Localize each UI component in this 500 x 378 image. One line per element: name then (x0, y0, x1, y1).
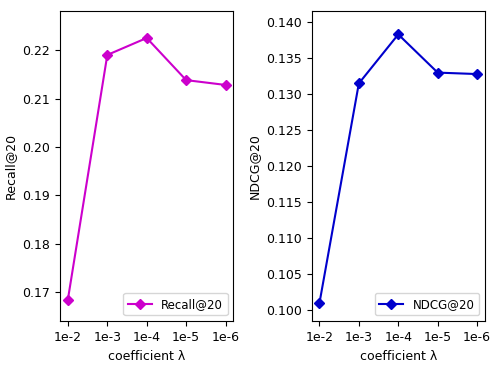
Y-axis label: NDCG@20: NDCG@20 (248, 133, 260, 199)
Legend: Recall@20: Recall@20 (123, 293, 228, 315)
NDCG@20 (396, 32, 402, 37)
NDCG@20 (434, 70, 440, 75)
Y-axis label: Recall@20: Recall@20 (4, 133, 17, 199)
X-axis label: coefficient λ: coefficient λ (108, 350, 186, 363)
Recall@20 (65, 297, 71, 302)
Recall@20 (144, 36, 150, 40)
Recall@20 (222, 83, 228, 87)
NDCG@20 (316, 301, 322, 305)
Line: Recall@20: Recall@20 (64, 34, 229, 303)
Legend: NDCG@20: NDCG@20 (374, 293, 479, 315)
Line: NDCG@20: NDCG@20 (316, 31, 480, 307)
Recall@20 (183, 78, 189, 82)
X-axis label: coefficient λ: coefficient λ (360, 350, 437, 363)
NDCG@20 (474, 72, 480, 76)
NDCG@20 (356, 81, 362, 86)
Recall@20 (104, 53, 110, 57)
